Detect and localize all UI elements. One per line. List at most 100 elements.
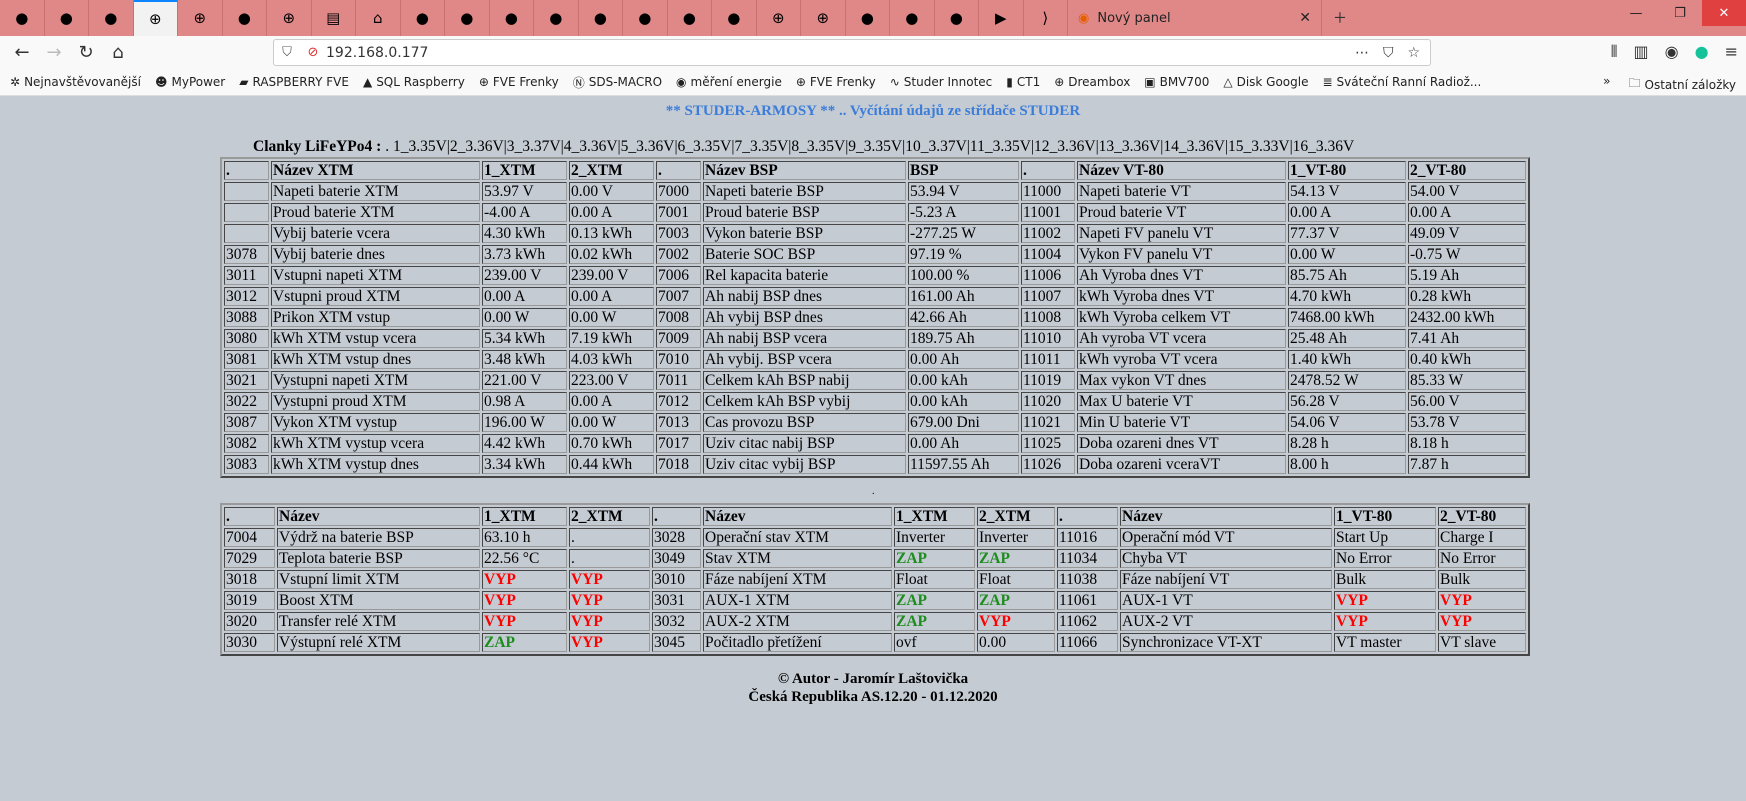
table-cell: 0.00 V <box>569 182 654 201</box>
browser-tab[interactable]: ⊕ <box>801 0 846 36</box>
table-cell: Doba ozareni vceraVT <box>1077 455 1286 474</box>
browser-tab[interactable]: ● <box>579 0 623 36</box>
browser-tab[interactable]: ● <box>0 0 45 36</box>
close-tab-icon[interactable]: ✕ <box>1299 10 1311 26</box>
more-bookmarks-icon[interactable]: » <box>1603 74 1611 88</box>
table-cell: 53.97 V <box>482 182 567 201</box>
other-bookmarks[interactable]: 🗀 Ostatní záložky <box>1629 74 1736 95</box>
table-cell: 0.44 kWh <box>569 455 654 474</box>
bookmark-label: RASPBERRY FVE <box>252 75 349 89</box>
raspberry-icon: ● <box>59 9 73 27</box>
back-button[interactable]: ← <box>14 42 30 63</box>
table-cell: 11061 <box>1057 591 1118 610</box>
bookmark-item[interactable]: ▲ SQL Raspberry <box>363 75 465 89</box>
browser-tab[interactable]: ● <box>712 0 757 36</box>
browser-tab[interactable]: ● <box>668 0 712 36</box>
column-header: Název BSP <box>703 161 906 180</box>
table-cell: 7.41 Ah <box>1408 329 1526 348</box>
table-cell: 8.00 h <box>1288 455 1406 474</box>
table-cell: 11019 <box>1021 371 1075 390</box>
bookmark-item[interactable]: ⊕ FVE Frenky <box>796 75 876 89</box>
reload-button[interactable]: ↻ <box>78 42 94 63</box>
table-cell: Fáze nabíjení VT <box>1120 570 1332 589</box>
grammarly-icon[interactable]: ● <box>1694 42 1709 61</box>
table-cell: 7003 <box>656 224 701 243</box>
table-cell: 11002 <box>1021 224 1075 243</box>
separator: . <box>872 486 875 497</box>
forward-button[interactable]: → <box>46 42 62 63</box>
bookmark-item[interactable]: ∿ Studer Innotec <box>890 75 993 89</box>
browser-tab[interactable]: ● <box>89 0 134 36</box>
browser-tab[interactable]: ▤ <box>312 0 356 36</box>
table-cell: Cas provozu BSP <box>703 413 906 432</box>
browser-tab[interactable]: ⌂ <box>356 0 401 36</box>
ya-icon: ● <box>460 9 474 27</box>
url-bar[interactable]: ⛉ ⊘ 192.168.0.177 ⋯ ⛉ ☆ <box>273 39 1431 66</box>
bookmark-star-icon[interactable]: ☆ <box>1407 44 1420 61</box>
bookmark-item[interactable]: ⊕ FVE Frenky <box>479 75 559 89</box>
table-cell: 161.00 Ah <box>908 287 1019 306</box>
browser-tab[interactable]: ● <box>223 0 267 36</box>
sidebar-icon[interactable]: ▥ <box>1633 42 1649 61</box>
table-row: 3018 Vstupní limit XTM VYP VYP 3010 Fáze nabí… <box>224 570 1526 589</box>
table-cell: Stav XTM <box>703 549 892 568</box>
home-button[interactable]: ⌂ <box>112 42 124 63</box>
bookmark-item[interactable]: ✲ Nejnavštěvovanější <box>10 75 141 89</box>
insecure-lock-icon[interactable]: ⊘ <box>307 45 319 60</box>
browser-tab[interactable]: ▶ <box>979 0 1024 36</box>
browser-tab[interactable]: ⊕ <box>133 0 178 36</box>
table-row: 3083 kWh XTM vystup dnes 3.34 kWh 0.44 kWh 7… <box>224 455 1526 474</box>
browser-tab[interactable]: ● <box>45 0 89 36</box>
youtube-icon: ▶ <box>994 9 1007 27</box>
pma-icon: ● <box>104 9 118 27</box>
bookmark-item[interactable]: ⊕ Dreambox <box>1054 75 1130 89</box>
new-tab-button[interactable]: + <box>1333 5 1347 30</box>
table-cell: 7.19 kWh <box>569 329 654 348</box>
bookmark-icon: ◉ <box>676 75 687 89</box>
browser-tab[interactable]: ● <box>846 0 890 36</box>
url-text[interactable]: 192.168.0.177 <box>326 44 429 61</box>
measurements-table: . Název XTM 1_XTM 2_XTM. Název BSP BSP. Název … <box>220 157 1530 478</box>
browser-tab[interactable]: ● <box>534 0 579 36</box>
browser-tab[interactable]: ● <box>490 0 534 36</box>
bookmark-item[interactable]: △ Disk Google <box>1223 75 1308 89</box>
bookmark-item[interactable]: ≣ Sváteční Ranní Radiož... <box>1322 75 1481 89</box>
browser-tab[interactable]: ⊕ <box>267 0 312 36</box>
browser-tab-new[interactable]: ◉ Nový panel ✕ <box>1068 0 1322 36</box>
bookmark-item[interactable]: ▰ RASPBERRY FVE <box>239 75 349 89</box>
table-cell: Uziv citac vybij BSP <box>703 455 906 474</box>
table-cell: Vstupni napeti XTM <box>271 266 480 285</box>
browser-tab[interactable]: ● <box>935 0 979 36</box>
more-actions-icon[interactable]: ⋯ <box>1354 44 1369 61</box>
table-row: 3082 kWh XTM vystup vcera 4.42 kWh 0.70 kWh… <box>224 434 1526 453</box>
browser-tab[interactable]: ● <box>401 0 445 36</box>
restore-button[interactable]: ❐ <box>1674 5 1686 21</box>
table-cell: 3018 <box>224 570 275 589</box>
library-icon[interactable]: ⫴ <box>1610 42 1618 61</box>
account-icon[interactable]: ◉ <box>1664 42 1679 61</box>
shield-icon[interactable]: ⛉ <box>282 45 292 60</box>
bookmark-item[interactable]: ◉ měření energie <box>676 75 782 89</box>
close-window-button[interactable]: ✕ <box>1702 0 1746 26</box>
bookmark-item[interactable]: ▣ BMV700 <box>1144 75 1209 89</box>
table-cell: VT master <box>1334 633 1436 652</box>
menu-icon[interactable]: ≡ <box>1724 42 1738 61</box>
minimize-button[interactable]: — <box>1629 5 1643 21</box>
table-cell: -0.75 W <box>1408 245 1526 264</box>
table-cell: 0.00 W <box>569 308 654 327</box>
bookmark-label: CT1 <box>1016 75 1041 89</box>
table-cell: 0.00 Ah <box>908 434 1019 453</box>
bookmark-item[interactable]: Ⓝ SDS-MACRO <box>573 74 662 91</box>
table-cell: Napeti baterie XTM <box>271 182 480 201</box>
browser-tab[interactable]: ● <box>890 0 935 36</box>
browser-tab[interactable]: ● <box>445 0 490 36</box>
browser-tab[interactable]: ⟩ <box>1024 0 1068 36</box>
globe-icon: ⊕ <box>193 9 207 27</box>
bookmark-item[interactable]: ▮ CT1 <box>1006 75 1040 89</box>
bookmark-item[interactable]: ☻ MyPower <box>155 75 225 89</box>
pocket-icon[interactable]: ⛉ <box>1382 44 1394 61</box>
table-cell: 56.28 V <box>1288 392 1406 411</box>
browser-tab[interactable]: ⊕ <box>178 0 223 36</box>
browser-tab[interactable]: ⊕ <box>757 0 801 36</box>
browser-tab[interactable]: ● <box>623 0 668 36</box>
